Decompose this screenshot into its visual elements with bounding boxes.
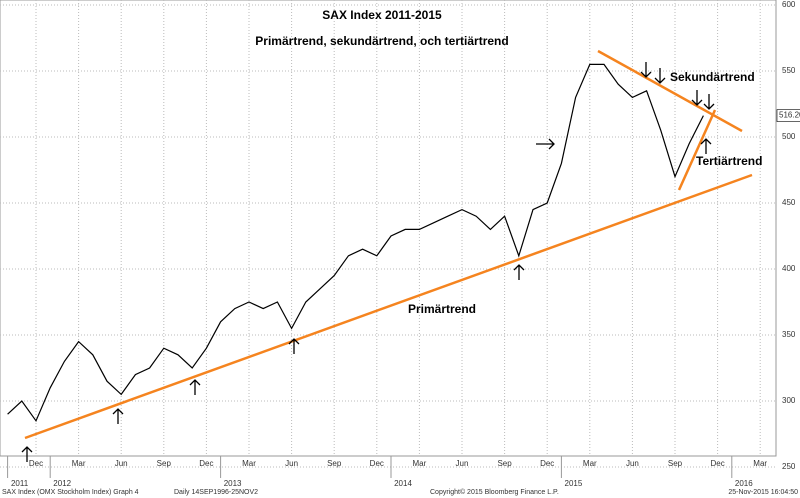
footer: Daily 14SEP1996-25NOV2 xyxy=(174,489,258,496)
y-tick-label: 350 xyxy=(782,330,796,339)
year-label: 2011 xyxy=(11,479,29,488)
grid xyxy=(0,0,776,468)
x-tick-label: Mar xyxy=(72,459,86,468)
chart-title: SAX Index 2011-2015 xyxy=(322,8,442,22)
footer: 25-Nov-2015 16:04:50 xyxy=(728,489,798,496)
x-tick-label: Dec xyxy=(710,459,724,468)
tertiary-trend xyxy=(677,109,717,191)
annotation: Primärtrend xyxy=(408,302,476,316)
annotation: Sekundärtrend xyxy=(670,70,755,84)
primary-trend xyxy=(24,173,753,440)
annotation: Tertiärtrend xyxy=(696,154,762,168)
x-tick-label: Mar xyxy=(242,459,256,468)
year-label: 2012 xyxy=(53,479,71,488)
arrows xyxy=(21,62,715,462)
secondary-trend xyxy=(597,49,743,133)
footer: Copyright© 2015 Bloomberg Finance L.P. xyxy=(430,488,559,496)
y-tick-label: 400 xyxy=(782,264,796,273)
x-tick-label: Dec xyxy=(29,459,43,468)
last-price-box xyxy=(776,109,800,122)
x-tick-label: Sep xyxy=(157,459,172,468)
y-tick-label: 250 xyxy=(782,462,796,471)
x-tick-label: Jun xyxy=(456,459,469,468)
year-label: 2016 xyxy=(735,479,753,488)
x-tick-label: Jun xyxy=(115,459,128,468)
marks xyxy=(7,63,704,423)
x-tick-label: Mar xyxy=(753,459,767,468)
x-tick-label: Sep xyxy=(327,459,342,468)
y-tick-label: 300 xyxy=(782,396,796,405)
x-tick-label: Sep xyxy=(497,459,512,468)
x-tick-label: Dec xyxy=(199,459,213,468)
year-label: 2015 xyxy=(565,479,583,488)
last-price-label: 516.20 xyxy=(779,111,800,120)
y-tick-label: 450 xyxy=(782,198,796,207)
x-tick-label: Jun xyxy=(285,459,298,468)
x-tick-label: Mar xyxy=(413,459,427,468)
y-tick-label: 600 xyxy=(782,0,796,9)
chart-subtitle: Primärtrend, sekundärtrend, och tertiärt… xyxy=(255,34,508,48)
x-tick-label: Sep xyxy=(668,459,683,468)
x-tick-label: Jun xyxy=(626,459,639,468)
footer: SAX Index (OMX Stockholm Index) Graph 4 xyxy=(2,489,139,496)
year-label: 2014 xyxy=(394,479,412,488)
y-tick-label: 550 xyxy=(782,66,796,75)
x-tick-label: Dec xyxy=(370,459,384,468)
year-label: 2013 xyxy=(224,479,242,488)
trend-lines xyxy=(24,49,753,440)
series-line xyxy=(7,63,704,423)
x-tick-label: Dec xyxy=(540,459,554,468)
y-tick-label: 500 xyxy=(782,132,796,141)
x-tick-label: Mar xyxy=(583,459,597,468)
